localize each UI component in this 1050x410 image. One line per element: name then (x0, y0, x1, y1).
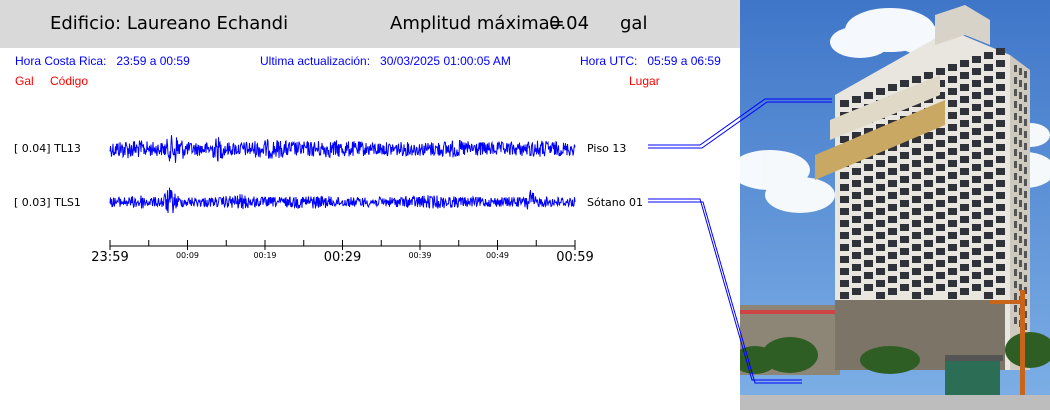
last-update-info: Ultima actualización: 30/03/2025 01:00:05… (260, 54, 511, 68)
time-axis-tick-label: 23:59 (91, 250, 128, 265)
last-update-label: Ultima actualización: (260, 54, 371, 68)
last-update-value: 30/03/2025 01:00:05 AM (380, 54, 511, 68)
time-axis-tick-label: 00:09 (176, 251, 199, 260)
seismogram-trace-tl13 (109, 135, 576, 163)
time-axis-ticks: 23:59 00:09 00:19 00:29 00:39 00:49 00:59 (91, 240, 594, 265)
building-photo (740, 0, 1050, 410)
time-axis-tick-label: 00:59 (556, 250, 593, 265)
column-place: Lugar (629, 74, 660, 88)
channel-2-place: Sótano 01 (587, 196, 643, 209)
time-axis-tick-label: 00:29 (324, 250, 361, 265)
building-balcony (815, 100, 945, 180)
building-windows (840, 48, 1027, 330)
sidewalk (740, 395, 1050, 410)
building-label: Edificio: Laureano Echandi (50, 13, 289, 34)
max-amplitude-label: Amplitud máxima= (390, 13, 565, 34)
local-time-info: Hora Costa Rica: 23:59 a 00:59 (15, 54, 190, 68)
channel-1-place: Piso 13 (587, 142, 627, 155)
channel-1-label: [ 0.04] TL13 (14, 142, 81, 155)
time-axis-tick-label: 00:39 (408, 251, 431, 260)
utc-time-label: Hora UTC: (580, 54, 638, 68)
channel-2-label: [ 0.03] TLS1 (14, 196, 81, 209)
utc-time-info: Hora UTC: 05:59 a 06:59 (580, 54, 721, 68)
column-gal: Gal (15, 74, 34, 88)
column-code: Código (50, 74, 89, 88)
max-amplitude-value: 0.04 (549, 13, 590, 34)
local-time-label: Hora Costa Rica: (15, 54, 107, 68)
time-axis-tick-label: 00:19 (253, 251, 276, 260)
time-axis-tick-label: 00:49 (486, 251, 509, 260)
building-side (950, 30, 1030, 370)
seismogram-traces (109, 135, 576, 214)
seismogram-trace-tls1 (109, 187, 576, 214)
header-bar (0, 0, 740, 48)
utc-time-range: 05:59 a 06:59 (647, 54, 721, 68)
max-amplitude-unit: gal (620, 13, 648, 34)
time-axis: 23:59 00:09 00:19 00:29 00:39 00:49 00:59 (91, 240, 594, 265)
local-time-range: 23:59 a 00:59 (116, 54, 190, 68)
